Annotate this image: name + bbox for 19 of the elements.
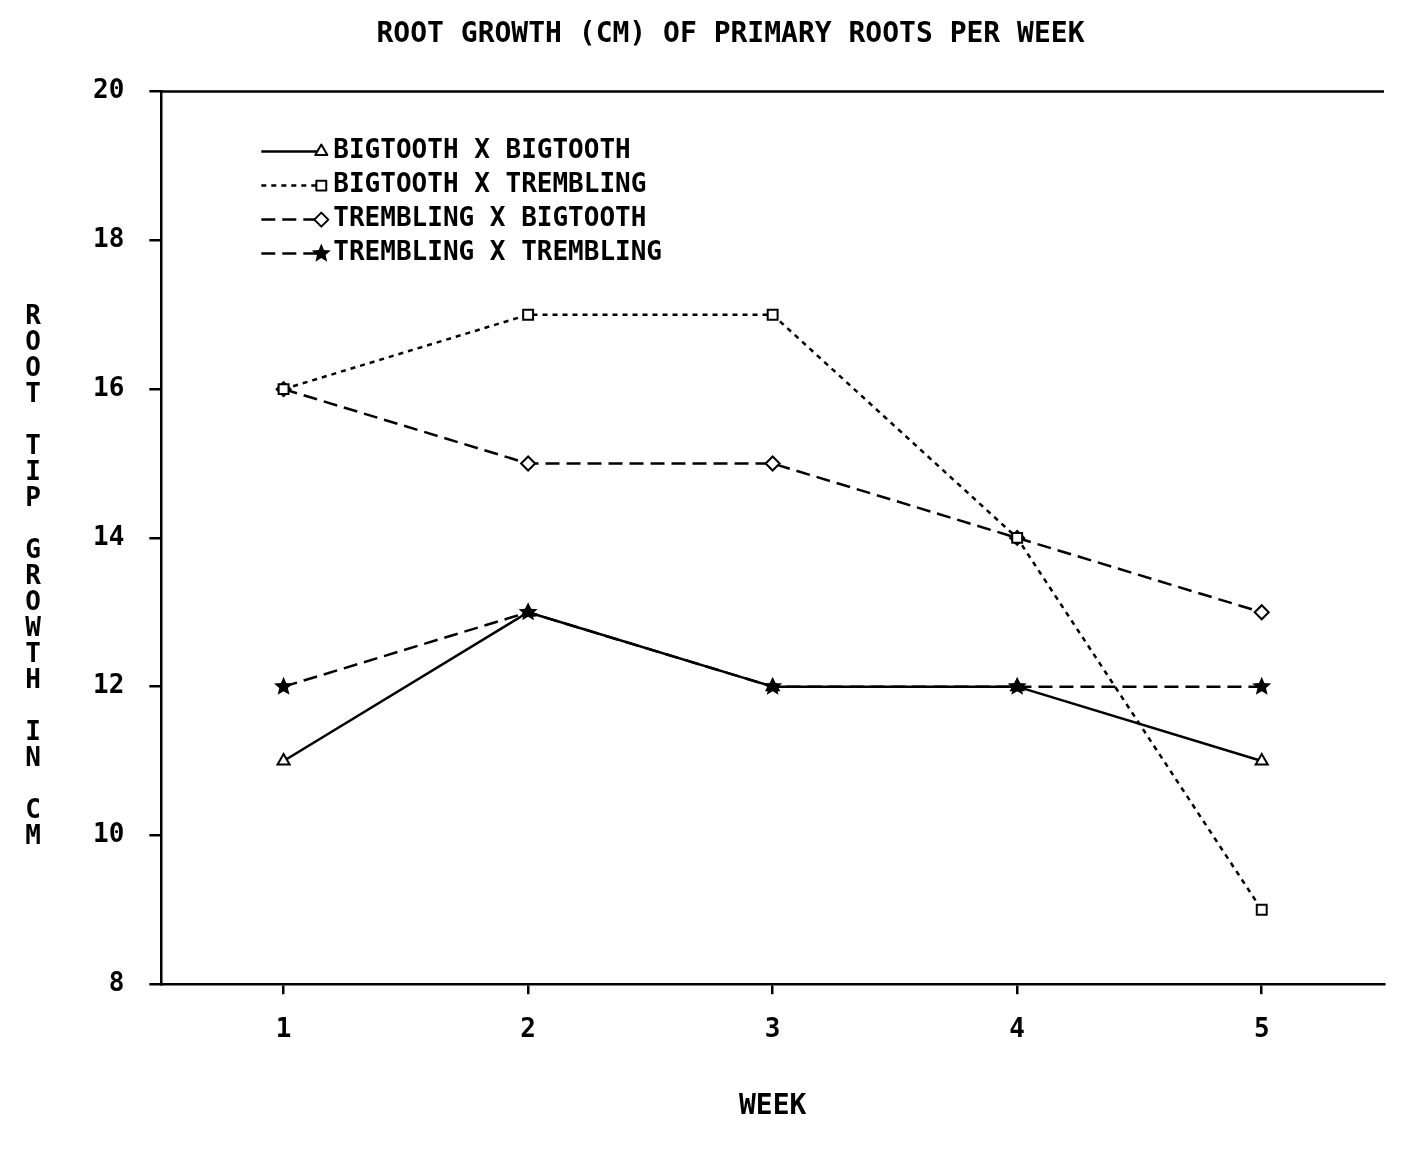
- x-tick-label: 4: [1009, 1012, 1026, 1043]
- y-axis-title: ROOT TIP GROWTH IN CM: [18, 300, 48, 846]
- chart-title: ROOT GROWTH (CM) OF PRIMARY ROOTS PER WEEK: [376, 16, 1085, 50]
- x-axis-title: WEEK: [738, 1088, 807, 1122]
- y-tick-label: 16: [92, 371, 125, 402]
- x-tick-label: 1: [275, 1012, 292, 1043]
- legend-label: TREMBLING X BIGTOOTH: [333, 202, 647, 233]
- y-tick-label: 12: [92, 669, 125, 700]
- legend-label: BIGTOOTH X BIGTOOTH: [333, 134, 631, 165]
- x-tick-label: 2: [520, 1012, 536, 1043]
- x-tick-label: 5: [1253, 1012, 1270, 1043]
- legend-label: BIGTOOTH X TREMBLING: [333, 168, 647, 199]
- y-tick-label: 10: [92, 818, 125, 849]
- y-tick-label: 8: [108, 966, 125, 997]
- y-tick-label: 14: [92, 520, 125, 551]
- legend-label: TREMBLING X TREMBLING: [333, 236, 663, 267]
- y-tick-label: 18: [92, 223, 125, 254]
- x-tick-label: 3: [764, 1012, 781, 1043]
- y-tick-label: 20: [92, 74, 125, 105]
